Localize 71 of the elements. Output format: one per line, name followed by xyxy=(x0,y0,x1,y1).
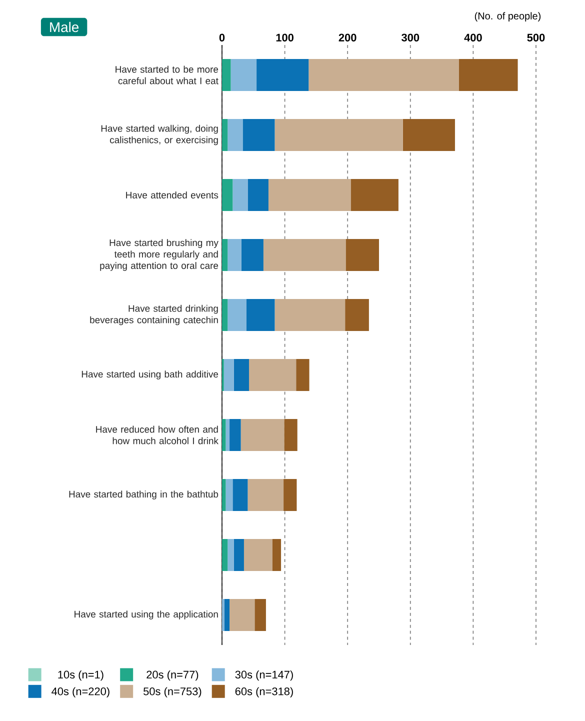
x-tick-label: 100 xyxy=(276,34,294,42)
bar xyxy=(240,419,284,451)
y-tick-label: Have started walking, doing calisthenics, or exercising xyxy=(101,124,218,146)
bar xyxy=(346,239,379,271)
bar xyxy=(232,479,248,511)
y-tick-label: Have reduced how often and how much alcohol I drink xyxy=(96,426,218,444)
bar xyxy=(224,358,234,391)
bar xyxy=(350,179,398,211)
bar xyxy=(256,58,309,91)
bar xyxy=(274,119,403,151)
bar xyxy=(296,358,310,391)
bar xyxy=(345,299,369,331)
bar xyxy=(242,119,275,151)
x-axis-title: (No. of people) xyxy=(474,12,541,22)
bar xyxy=(232,179,248,211)
y-tick-label: Have started using the application xyxy=(74,610,218,620)
bar xyxy=(248,179,268,211)
bar xyxy=(228,239,242,271)
x-tick-label: 0 xyxy=(219,34,225,42)
legend-label: 40s (n=220) xyxy=(52,687,110,698)
bar xyxy=(244,539,272,571)
bar xyxy=(222,479,226,511)
y-tick-label: Have attended events xyxy=(126,192,218,198)
bar xyxy=(284,479,297,511)
legend-label: 30s (n=147) xyxy=(235,670,293,681)
bar xyxy=(222,58,231,91)
bar xyxy=(241,239,264,271)
bar xyxy=(272,539,282,571)
bar xyxy=(222,539,228,571)
bar xyxy=(254,599,266,631)
bar xyxy=(402,119,455,151)
bar xyxy=(248,479,284,511)
bar xyxy=(222,419,226,451)
y-tick-label: Have started bathing in the bathtub xyxy=(69,490,218,500)
bar xyxy=(249,358,296,391)
bar xyxy=(228,299,246,331)
bar xyxy=(230,58,257,91)
x-tick-label: 500 xyxy=(527,34,545,42)
bar xyxy=(284,419,298,451)
bar xyxy=(234,539,244,571)
bar xyxy=(222,299,228,331)
bar xyxy=(222,179,233,211)
y-tick-label: Have started to be more careful about what I eat xyxy=(116,66,218,84)
bar xyxy=(228,539,234,571)
bar xyxy=(308,58,459,91)
y-tick-label: Have started drinking beverages containing catechin xyxy=(90,304,218,326)
bar xyxy=(230,599,255,631)
bar xyxy=(226,419,230,451)
x-tick-label: 400 xyxy=(464,34,482,42)
bar xyxy=(222,119,228,151)
text: Male xyxy=(50,22,79,32)
bar xyxy=(268,179,351,211)
legend-label: 60s (n=318) xyxy=(235,687,293,698)
bar xyxy=(228,119,243,151)
y-tick-label: Have started using bath additive xyxy=(82,370,218,380)
bar xyxy=(263,239,346,271)
legend-label: 50s (n=753) xyxy=(144,687,202,698)
x-tick-label: 300 xyxy=(402,34,420,42)
bar xyxy=(222,599,225,631)
bar xyxy=(234,358,249,391)
bar xyxy=(224,599,230,631)
bar xyxy=(226,479,233,511)
bar xyxy=(246,299,275,331)
x-tick-label: 200 xyxy=(338,34,356,42)
bar xyxy=(230,419,241,451)
legend-label: 20s (n=77) xyxy=(146,670,198,681)
y-tick-label: Have started brushing my teeth more regularly and paying attention to oral care xyxy=(100,239,218,271)
bar xyxy=(274,299,346,331)
legend-label: 10s (n=1) xyxy=(58,670,104,681)
bar xyxy=(458,58,518,91)
bar xyxy=(222,239,228,271)
